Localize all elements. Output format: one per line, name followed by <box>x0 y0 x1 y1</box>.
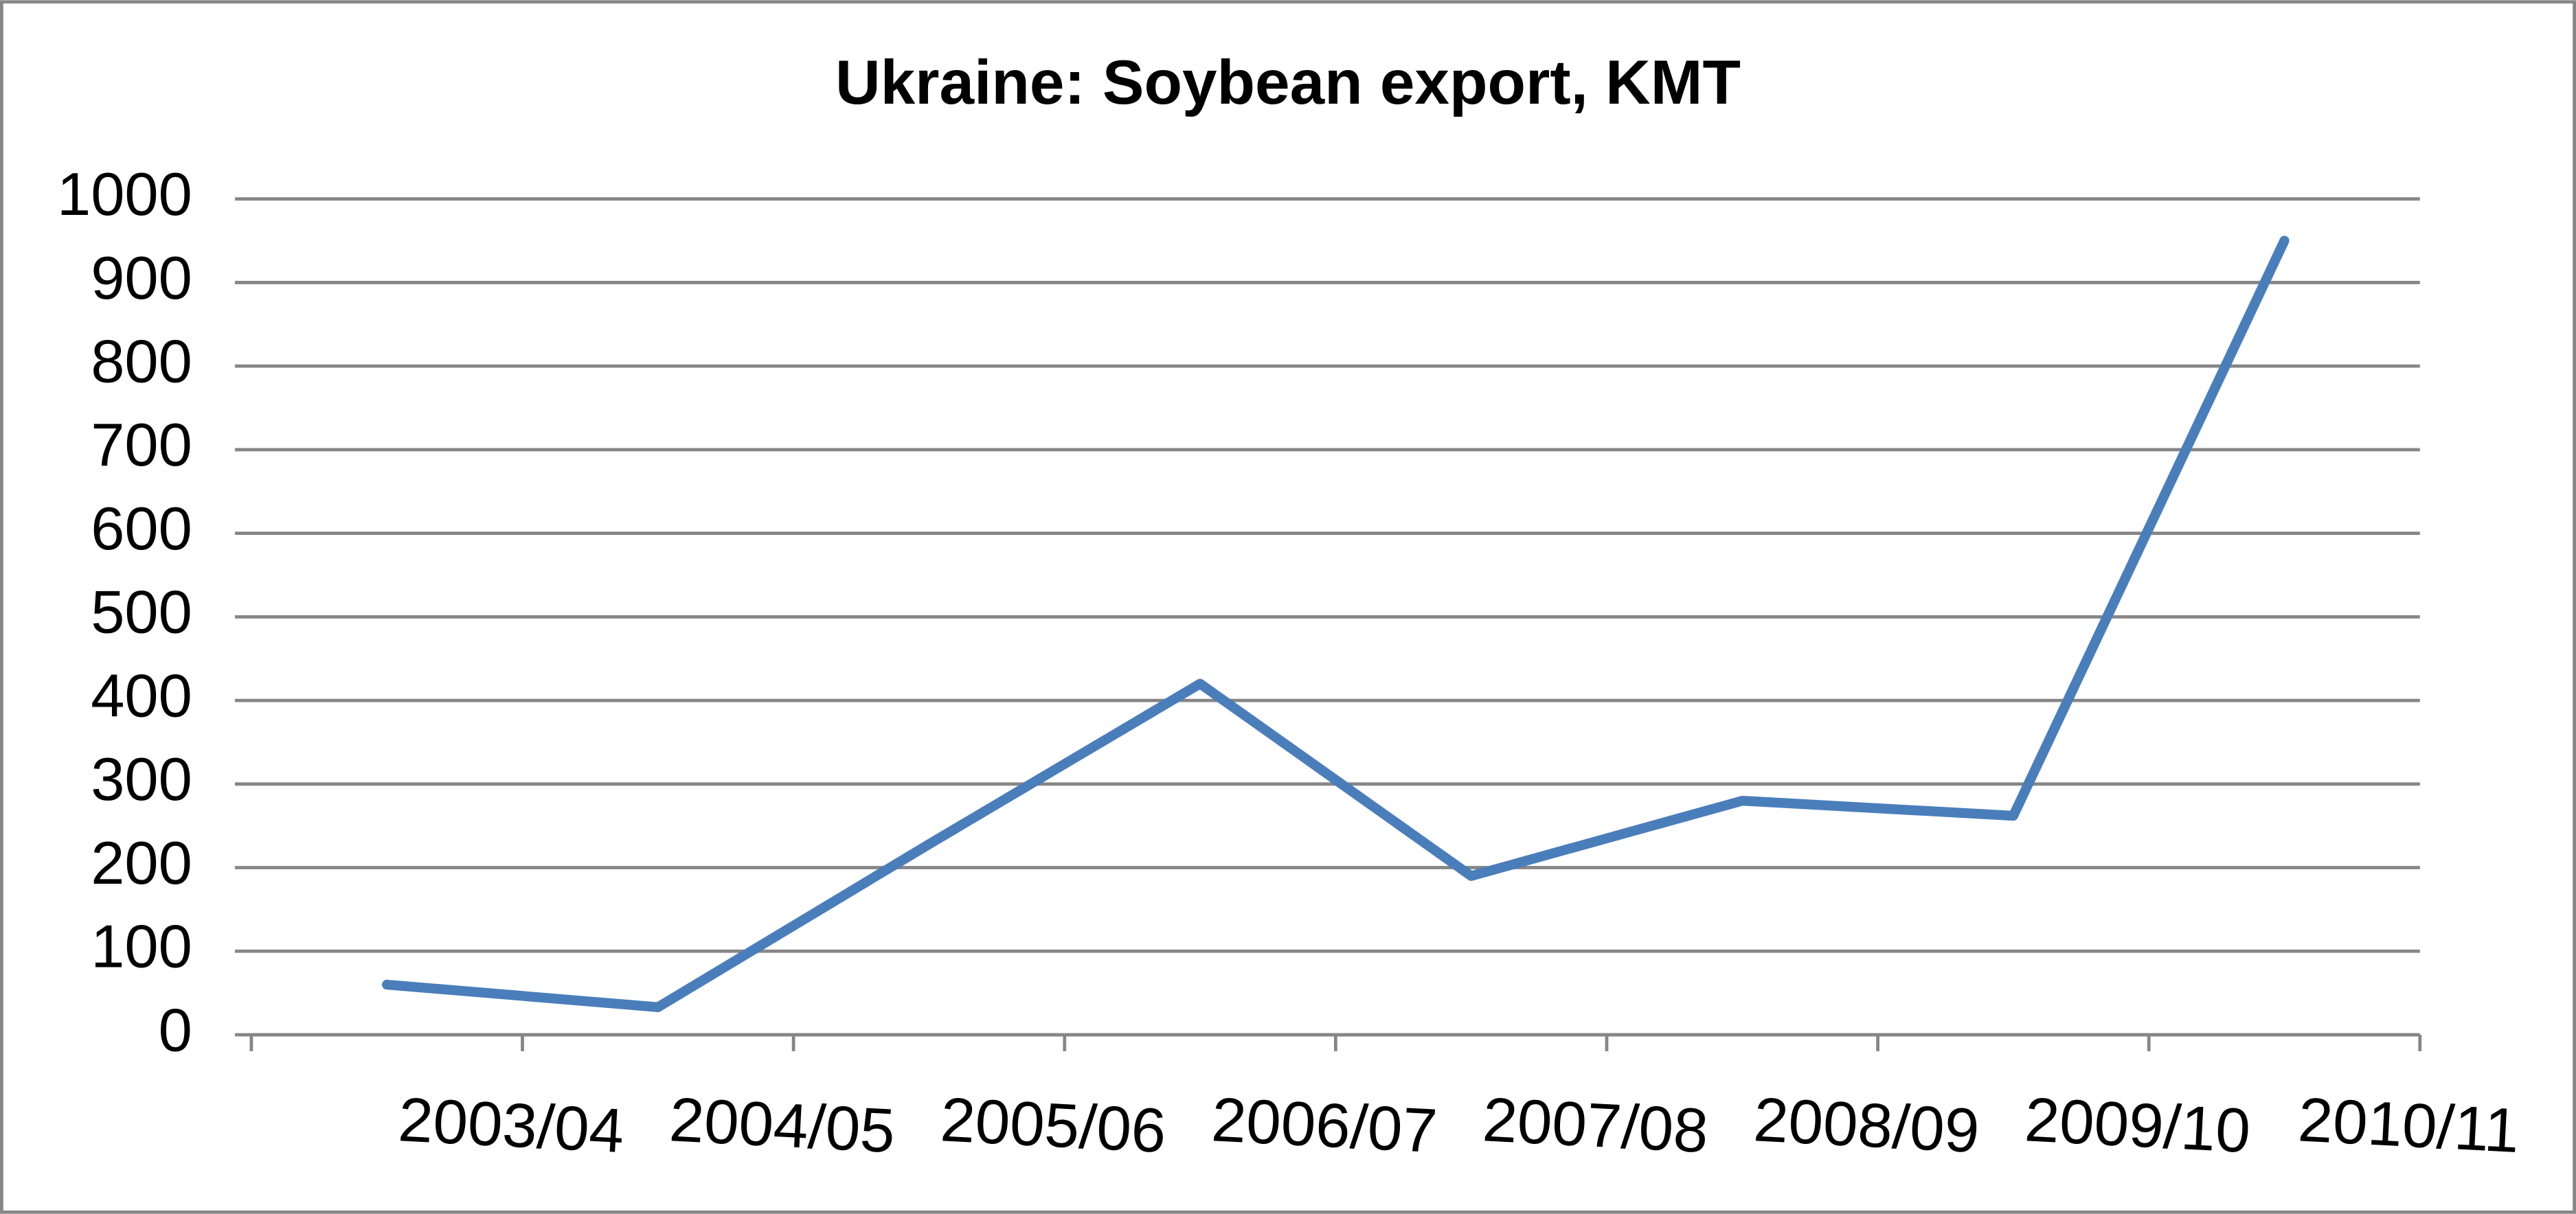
x-tick-label: 2006/07 <box>1210 1085 1438 1166</box>
y-tick-label: 900 <box>91 244 192 312</box>
x-tick-label: 2005/06 <box>939 1085 1168 1166</box>
x-tick-label: 2007/08 <box>1481 1085 1710 1166</box>
data-line <box>382 236 2290 1013</box>
y-tick-label: 200 <box>91 829 192 897</box>
y-tick-label: 1000 <box>57 160 192 228</box>
x-tick-label: 2004/05 <box>668 1085 896 1166</box>
x-tick-label: 2008/09 <box>1752 1085 1981 1166</box>
y-tick-label: 800 <box>91 328 192 396</box>
y-tick-label: 700 <box>91 411 192 479</box>
y-tick-label: 600 <box>91 494 192 562</box>
y-tick-label: 500 <box>91 578 192 646</box>
y-tick-label: 400 <box>91 661 192 729</box>
x-tick-label: 2003/04 <box>396 1085 625 1166</box>
x-tick-label: 2010/11 <box>2296 1085 2521 1166</box>
x-tick-label: 2009/10 <box>2023 1085 2252 1166</box>
y-tick-label: 300 <box>91 745 192 813</box>
chart-title: Ukraine: Soybean export, KMT <box>835 48 1741 117</box>
y-tick-label: 0 <box>159 996 192 1064</box>
y-tick-label: 100 <box>91 913 192 981</box>
